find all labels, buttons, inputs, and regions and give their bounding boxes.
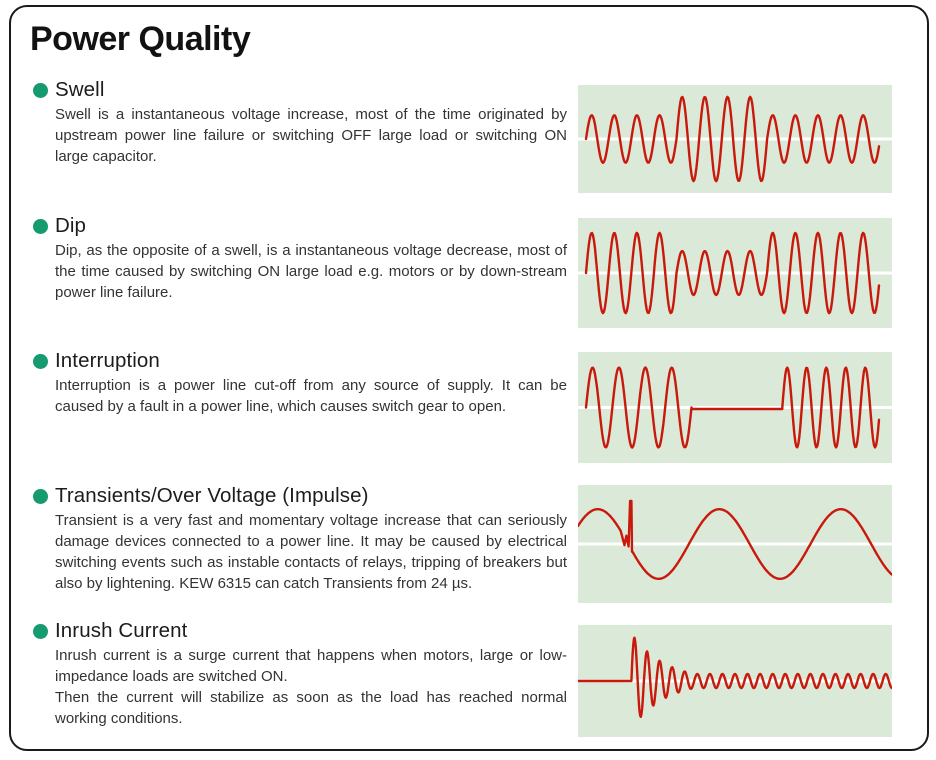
section-heading: Inrush Current <box>55 619 188 642</box>
section-paragraph: Transient is a very fast and momentary v… <box>55 512 567 592</box>
waveform-transient <box>578 485 892 603</box>
section-heading-row: Swell <box>33 78 936 102</box>
section-paragraph: Swell is a instantaneous voltage increas… <box>55 106 567 165</box>
section-dip: Dip Dip, as the opposite of a swell, is … <box>0 214 936 328</box>
section-heading-row: Interruption <box>33 349 936 373</box>
waveform-inrush <box>578 625 892 737</box>
section-paragraph: Dip, as the opposite of a swell, is a in… <box>55 242 567 301</box>
section-interruption: Interruption Interruption is a power lin… <box>0 349 936 463</box>
section-heading: Transients/Over Voltage (Impulse) <box>55 484 369 507</box>
section-heading-row: Transients/Over Voltage (Impulse) <box>33 484 936 508</box>
bullet-icon <box>33 488 48 504</box>
bullet-icon <box>33 218 48 234</box>
waveform-dip <box>578 218 892 328</box>
bullet-icon <box>33 82 48 98</box>
section-heading: Interruption <box>55 349 160 372</box>
section-paragraph: Inrush current is a surge current that h… <box>55 647 567 685</box>
section-heading: Swell <box>55 78 105 101</box>
section-heading: Dip <box>55 214 87 237</box>
bullet-icon <box>33 623 48 639</box>
waveform-interruption <box>578 352 892 463</box>
bullet-icon <box>33 353 48 369</box>
section-heading-row: Inrush Current <box>33 619 936 643</box>
page-title: Power Quality <box>30 20 251 58</box>
section-paragraph: Interruption is a power line cut-off fro… <box>55 377 567 415</box>
section-paragraph: Then the current will stabilize as soon … <box>55 689 567 727</box>
section-transients: Transients/Over Voltage (Impulse) Transi… <box>0 484 936 603</box>
section-heading-row: Dip <box>33 214 936 238</box>
section-inrush: Inrush Current Inrush current is a surge… <box>0 619 936 737</box>
waveform-swell <box>578 85 892 193</box>
section-swell: Swell Swell is a instantaneous voltage i… <box>0 78 936 193</box>
